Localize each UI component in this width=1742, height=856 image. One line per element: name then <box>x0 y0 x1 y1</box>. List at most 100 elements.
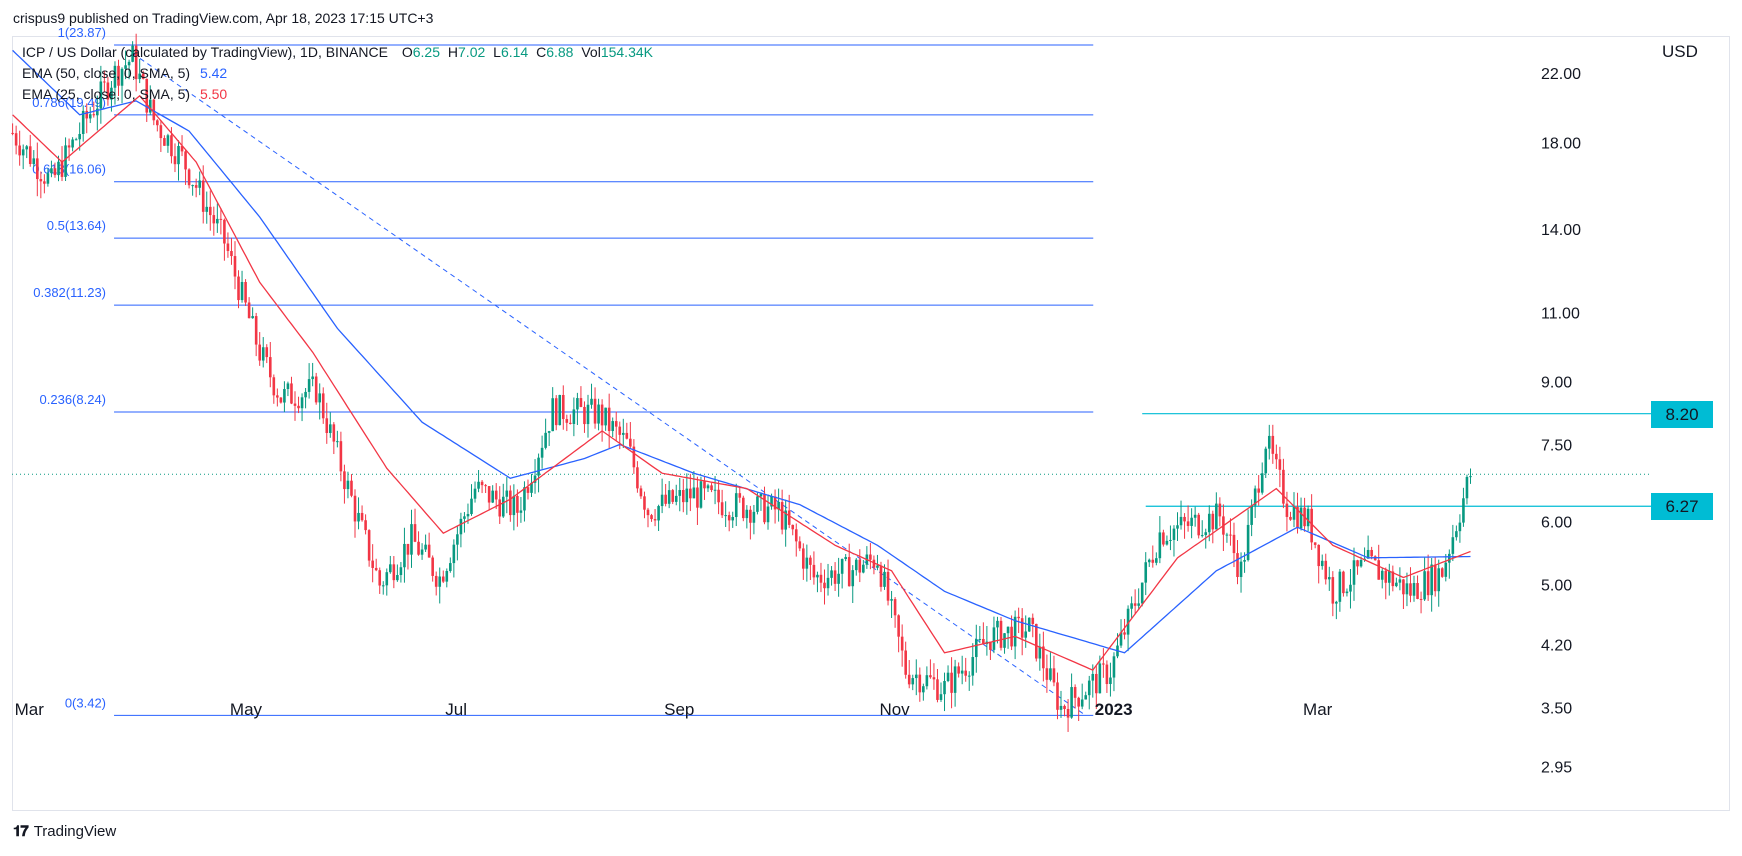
candle-body <box>187 169 191 186</box>
candle-body <box>1402 579 1405 595</box>
candle-body <box>198 180 201 188</box>
candle-body <box>727 515 731 521</box>
candle-body <box>886 571 890 601</box>
chart-frame <box>12 36 1730 811</box>
candle-body <box>519 510 523 513</box>
candle-body <box>692 487 696 499</box>
candle-body <box>600 404 604 426</box>
candle-body <box>1359 559 1363 567</box>
candle-body <box>1299 507 1303 529</box>
candle-body <box>1162 532 1165 545</box>
candle-body <box>932 677 936 680</box>
candle-body <box>674 495 678 502</box>
candle-body <box>890 599 893 601</box>
candle-body <box>1155 558 1158 563</box>
candle-body <box>240 281 244 301</box>
candle-body <box>918 674 922 693</box>
candle-body <box>300 397 304 409</box>
candle-body <box>738 493 742 498</box>
price-tag-8-20[interactable]: 8.20 <box>1651 400 1713 428</box>
candle-body <box>1327 577 1331 580</box>
candle-body <box>230 250 233 257</box>
close-value: 6.88 <box>546 44 574 60</box>
candle-body <box>547 431 551 433</box>
candle-body <box>565 419 569 423</box>
candle-body <box>1211 513 1215 530</box>
candle-body <box>551 398 554 432</box>
x-tick-label: May <box>230 700 263 719</box>
y-tick-label: 2.95 <box>1541 759 1572 776</box>
candle-body <box>802 548 805 569</box>
ema25-line <box>12 94 1471 671</box>
candle-body <box>131 45 134 62</box>
candle-body <box>477 481 480 489</box>
candle-body <box>1059 705 1063 710</box>
x-tick-label: Jul <box>445 700 467 719</box>
candle-body <box>533 475 537 483</box>
ema25-row[interactable]: EMA (25, close, 0, SMA, 5) 5.50 <box>22 84 653 105</box>
candle-body <box>99 81 103 109</box>
candle-body <box>509 490 512 516</box>
ema50-row[interactable]: EMA (50, close, 0, SMA, 5) 5.42 <box>22 63 653 84</box>
close-label: C <box>536 44 547 60</box>
ema50-label: EMA (50, close, 0, SMA, 5) <box>22 65 191 81</box>
candle-body <box>219 218 223 220</box>
candle-body <box>127 61 131 66</box>
candle-body <box>424 544 427 550</box>
candle-body <box>791 524 795 530</box>
candle-body <box>1137 603 1140 606</box>
candle-body <box>618 426 622 435</box>
candle-body <box>869 554 872 560</box>
candle-body <box>1204 532 1208 536</box>
volume-label: Vol <box>581 44 601 60</box>
publisher-line: crispus9 published on TradingView.com, A… <box>13 10 434 26</box>
candle-body <box>46 173 50 184</box>
candle-body <box>614 421 618 427</box>
candle-body <box>251 316 254 319</box>
candle-body <box>1465 476 1469 499</box>
axes-group: 22.00 18.00 14.00 11.00 9.00 7.50 6.00 5.00 4.20… <box>15 66 1582 776</box>
candle-body <box>148 99 152 113</box>
candle-body <box>1232 534 1236 554</box>
candle-body <box>427 544 431 558</box>
candles-group <box>11 33 1472 732</box>
horizontal-levels <box>12 413 1651 507</box>
candle-body <box>96 108 99 116</box>
candle-body <box>1423 571 1426 600</box>
currency-label[interactable]: USD <box>1662 42 1698 61</box>
candle-body <box>1338 571 1342 602</box>
candle-body <box>25 146 29 150</box>
candle-body <box>1045 668 1049 680</box>
candle-body <box>194 185 198 188</box>
candle-body <box>11 132 14 134</box>
candle-body <box>279 397 283 403</box>
candle-body <box>526 487 530 493</box>
candle-body <box>32 158 36 165</box>
candle-body <box>53 168 57 176</box>
price-tag-6-27[interactable]: 6.27 <box>1651 493 1713 521</box>
candle-body <box>212 215 216 224</box>
candle-body <box>1391 571 1395 587</box>
candle-body <box>1087 680 1091 696</box>
candle-body <box>420 549 424 555</box>
candle-body <box>1289 516 1292 520</box>
candle-body <box>1292 506 1296 520</box>
candle-body <box>374 567 378 571</box>
candle-body <box>346 480 350 490</box>
x-tick-label: Sep <box>664 700 694 719</box>
candle-body <box>1144 562 1148 583</box>
candle-body <box>216 218 219 224</box>
candle-body <box>773 496 777 510</box>
candle-body <box>1243 560 1246 562</box>
candle-body <box>268 357 272 378</box>
candle-body <box>699 481 703 508</box>
candle-body <box>847 557 851 587</box>
candle-body <box>671 490 675 502</box>
candle-body <box>1179 516 1183 526</box>
candle-body <box>1313 542 1317 545</box>
candle-body <box>441 576 445 582</box>
candle-body <box>1250 505 1253 525</box>
candle-body <box>459 518 463 535</box>
footer[interactable]: 𝟏𝟕 TradingView <box>13 823 116 840</box>
